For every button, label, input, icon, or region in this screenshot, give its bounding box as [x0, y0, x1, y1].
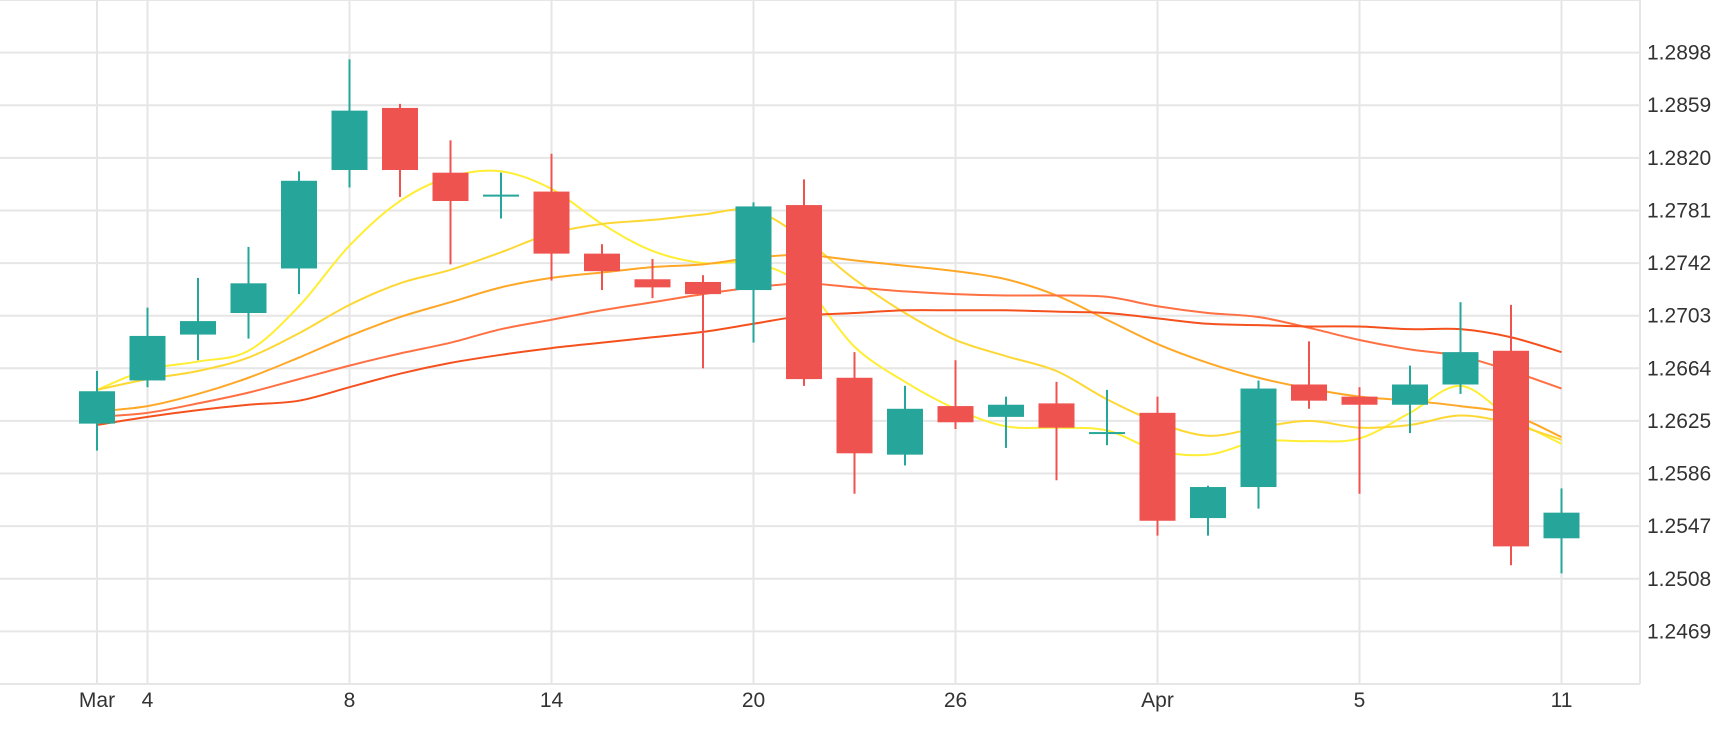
candle-down [533, 153, 570, 281]
y-tick-label: 1.2859 [1647, 94, 1711, 117]
candle-down [1139, 396, 1176, 536]
moving-average-line-4 [96, 282, 1562, 418]
y-tick-label: 1.2664 [1647, 357, 1712, 380]
y-tick-label: 1.2703 [1647, 305, 1711, 328]
candle-up [735, 202, 772, 343]
moving-averages [96, 169, 1562, 457]
candle-up [1543, 488, 1580, 574]
candle-body [735, 206, 772, 291]
x-tick-label: Mar [79, 689, 115, 712]
moving-average-line-3 [96, 253, 1562, 439]
candle-up [331, 59, 368, 188]
candle-body [1543, 512, 1580, 539]
candle-down [1341, 387, 1378, 494]
y-tick-label: 1.2781 [1647, 199, 1711, 222]
y-tick-label: 1.2742 [1647, 252, 1711, 275]
candle-body [1190, 487, 1226, 519]
candle-up [1190, 485, 1226, 536]
candle-body [382, 107, 418, 170]
candle-body [1493, 350, 1529, 547]
candle-body [129, 335, 166, 381]
candle-body [281, 180, 317, 269]
candle-down [382, 103, 418, 197]
candle-body [79, 391, 115, 424]
candle-body [584, 253, 620, 272]
candle-body [887, 408, 923, 455]
y-axis-labels: 1.2469 1.2508 1.2547 1.2586 1.2625 1.2664 1.27… [1647, 42, 1712, 644]
candle-down [584, 244, 620, 291]
candle-body [786, 205, 822, 380]
x-tick-label: 5 [1354, 689, 1366, 712]
candle-down [634, 259, 671, 299]
candle-down [786, 179, 822, 386]
candle-up [887, 385, 923, 466]
candle-body [1089, 432, 1125, 435]
candle-body [180, 321, 216, 335]
candle-up [230, 246, 267, 339]
candle-body [1291, 384, 1327, 401]
candle-body [836, 377, 873, 454]
y-tick-label: 1.2508 [1647, 568, 1711, 591]
candle-body [432, 172, 469, 202]
candle-up [1392, 365, 1428, 434]
candles [79, 59, 1580, 574]
candle-body [937, 406, 974, 423]
x-tick-label: 20 [742, 689, 765, 712]
candle-down [1038, 381, 1075, 481]
candle-body [1240, 388, 1277, 488]
candle-down [432, 140, 469, 265]
candle-up [1089, 389, 1125, 446]
candle-up [129, 307, 166, 388]
y-tick-label: 1.2898 [1647, 42, 1711, 65]
candle-up [1442, 302, 1479, 394]
candle-up [1240, 380, 1277, 509]
candle-down [937, 360, 974, 430]
candle-body [1392, 384, 1428, 405]
candle-body [533, 191, 570, 254]
candle-down [1493, 304, 1529, 566]
moving-average-line-2 [96, 208, 1562, 441]
candle-body [230, 283, 267, 313]
candle-body [1038, 403, 1075, 428]
candle-body [634, 279, 671, 288]
x-tick-label: 14 [540, 689, 564, 712]
candle-body [1442, 352, 1479, 385]
y-tick-label: 1.2469 [1647, 620, 1711, 643]
candle-up [281, 171, 317, 295]
x-tick-label: 26 [944, 689, 967, 712]
candle-up [483, 172, 519, 219]
candle-body [331, 110, 368, 170]
x-tick-label: 11 [1551, 689, 1573, 712]
y-tick-label: 1.2625 [1647, 410, 1711, 433]
candle-body [483, 194, 519, 197]
candle-body [1139, 412, 1176, 521]
x-tick-label: Apr [1141, 689, 1174, 712]
x-axis-labels: Mar 4 8 14 20 26 Apr 5 11 [79, 689, 1572, 712]
moving-average-line-5 [96, 309, 1562, 426]
y-tick-label: 1.2586 [1647, 463, 1711, 486]
candle-up [988, 396, 1024, 448]
candle-down [685, 275, 721, 369]
candle-up [180, 277, 216, 361]
candle-down [836, 352, 873, 494]
y-tick-label: 1.2820 [1647, 147, 1711, 170]
candle-up [79, 371, 115, 451]
x-tick-label: 8 [344, 689, 356, 712]
candle-body [1341, 396, 1378, 405]
candle-body [988, 404, 1024, 417]
candle-body [685, 281, 721, 295]
x-tick-label: 4 [142, 689, 154, 712]
y-tick-label: 1.2547 [1647, 515, 1711, 538]
candle-down [1291, 341, 1327, 409]
